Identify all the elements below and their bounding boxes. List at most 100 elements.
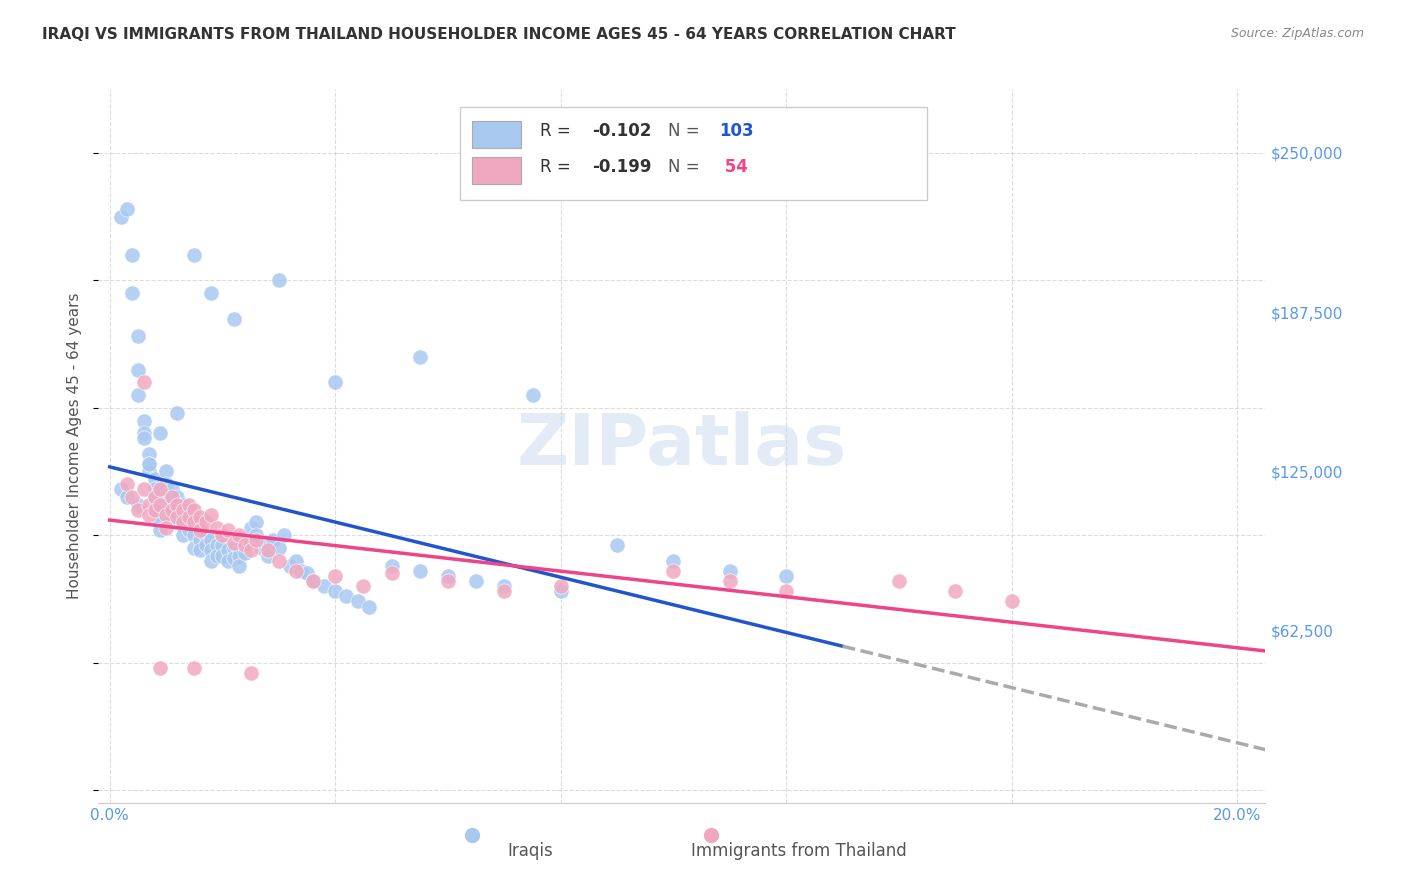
Point xyxy=(323,584,346,599)
Point xyxy=(172,528,194,542)
Point xyxy=(166,490,188,504)
Point xyxy=(143,490,166,504)
Point xyxy=(200,533,222,548)
Point xyxy=(160,490,183,504)
Point xyxy=(550,579,572,593)
Point xyxy=(228,528,250,542)
FancyBboxPatch shape xyxy=(460,107,927,200)
Point xyxy=(278,558,301,573)
Point xyxy=(301,574,323,588)
Point xyxy=(775,569,797,583)
Point xyxy=(718,574,741,588)
Text: R =: R = xyxy=(540,158,575,176)
Point xyxy=(250,541,273,555)
Point xyxy=(335,590,357,604)
Point xyxy=(222,311,245,326)
Point xyxy=(346,594,368,608)
Point xyxy=(132,483,155,497)
Point xyxy=(172,502,194,516)
Point xyxy=(132,376,155,390)
Point xyxy=(132,431,155,445)
Point xyxy=(200,543,222,558)
Point xyxy=(172,498,194,512)
Point xyxy=(177,513,200,527)
Point xyxy=(409,350,432,364)
Point xyxy=(110,483,132,497)
Point xyxy=(239,665,262,680)
Point xyxy=(284,564,307,578)
Point xyxy=(155,465,177,479)
Point xyxy=(166,406,188,420)
Point xyxy=(149,498,172,512)
Point xyxy=(200,286,222,301)
Point xyxy=(222,541,245,555)
Y-axis label: Householder Income Ages 45 - 64 years: Householder Income Ages 45 - 64 years xyxy=(67,293,83,599)
Point xyxy=(149,508,172,522)
Point xyxy=(183,516,205,530)
Point xyxy=(143,472,166,486)
Point xyxy=(127,388,149,402)
Point xyxy=(183,541,205,555)
Point xyxy=(127,329,149,343)
Point xyxy=(138,498,160,512)
Point xyxy=(149,516,172,530)
Point xyxy=(149,483,172,497)
Point xyxy=(662,564,685,578)
Point xyxy=(205,520,228,534)
Point xyxy=(177,510,200,524)
Text: -0.199: -0.199 xyxy=(592,158,651,176)
Point xyxy=(312,579,335,593)
Point xyxy=(177,498,200,512)
Point xyxy=(718,564,741,578)
Point xyxy=(211,528,233,542)
Point xyxy=(273,528,295,542)
Point xyxy=(775,584,797,599)
Point xyxy=(494,579,516,593)
Point xyxy=(132,413,155,427)
Point xyxy=(205,538,228,552)
Point xyxy=(194,528,217,542)
Point xyxy=(166,516,188,530)
Point xyxy=(494,584,516,599)
Point xyxy=(217,554,239,568)
Point xyxy=(143,490,166,504)
Text: Iraqis: Iraqis xyxy=(508,842,553,860)
Point xyxy=(211,528,233,542)
Point xyxy=(132,426,155,441)
FancyBboxPatch shape xyxy=(472,121,520,148)
Point xyxy=(211,549,233,563)
Point xyxy=(160,498,183,512)
Point xyxy=(143,483,166,497)
Point xyxy=(115,490,138,504)
Point xyxy=(217,543,239,558)
Point xyxy=(245,528,267,542)
Point xyxy=(262,533,284,548)
Point xyxy=(188,523,211,537)
Point xyxy=(172,508,194,522)
Point xyxy=(222,551,245,566)
Point xyxy=(138,457,160,471)
Point xyxy=(155,477,177,491)
Point xyxy=(267,273,290,287)
Point xyxy=(121,248,143,262)
Point xyxy=(606,538,628,552)
Point xyxy=(239,543,262,558)
Point xyxy=(177,523,200,537)
Point xyxy=(155,490,177,504)
Text: -0.102: -0.102 xyxy=(592,122,651,140)
Point xyxy=(233,546,256,560)
Point xyxy=(127,362,149,376)
Point xyxy=(267,554,290,568)
Text: N =: N = xyxy=(668,158,704,176)
Point xyxy=(662,554,685,568)
Point xyxy=(200,554,222,568)
Point xyxy=(465,574,488,588)
Point xyxy=(943,584,966,599)
Point xyxy=(183,516,205,530)
Point xyxy=(211,538,233,552)
Point xyxy=(166,498,188,512)
Point xyxy=(239,520,262,534)
Point xyxy=(138,465,160,479)
Point xyxy=(149,426,172,441)
Point xyxy=(188,543,211,558)
